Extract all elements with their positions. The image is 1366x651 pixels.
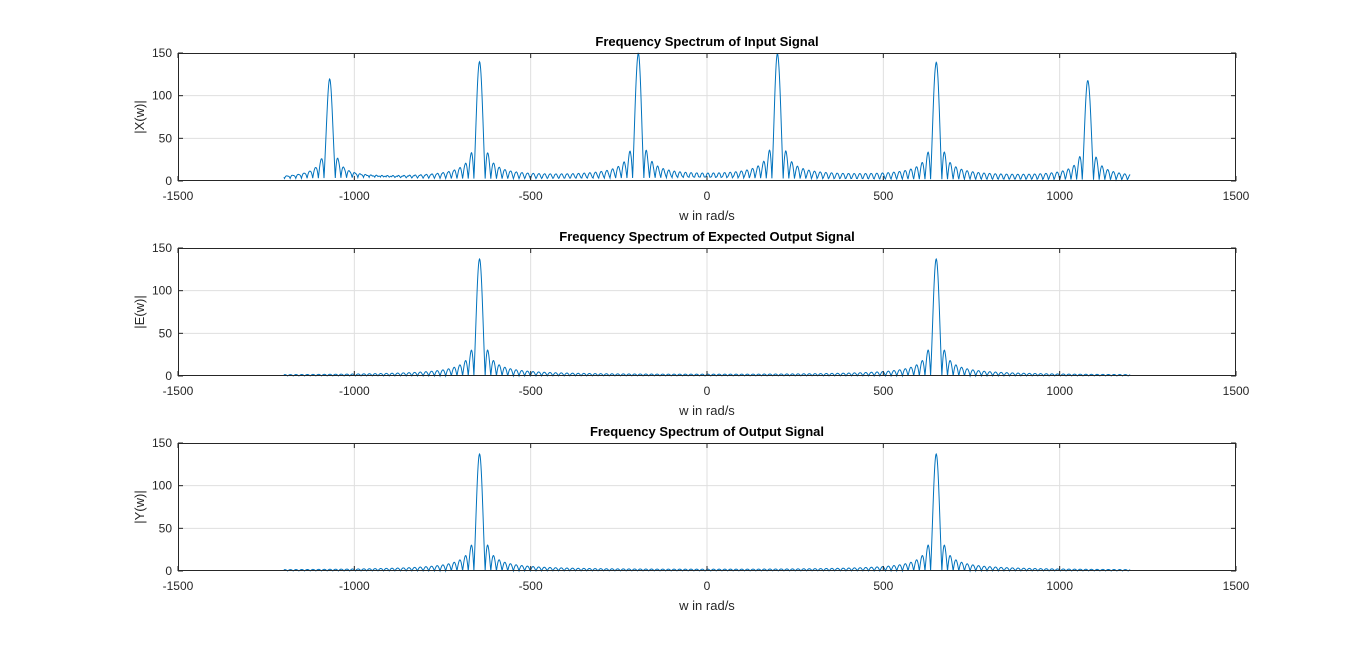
x-axis-label: w in rad/s [678,403,735,418]
x-tick-label: 1500 [1223,384,1250,398]
x-axis-label: w in rad/s [678,208,735,223]
y-tick-label: 50 [159,521,173,535]
y-tick-label: 150 [152,46,172,60]
y-tick-label: 100 [152,89,172,103]
x-tick-label: -1500 [163,189,194,203]
x-tick-label: 500 [873,579,893,593]
y-tick-label: 0 [165,369,172,383]
subplot-2: -1500 -1000 -500 0 500 1000 1500 0 50 100 150 Frequ… [132,229,1250,418]
chart-title: Frequency Spectrum of Output Signal [590,424,824,439]
subplot-3: -1500 -1000 -500 0 500 1000 1500 0 50 100 150 Frequ… [132,424,1250,613]
x-tick-label: 1000 [1046,384,1073,398]
x-tick-label: 0 [704,579,711,593]
x-tick-label: -500 [519,189,543,203]
y-tick-label: 50 [159,131,173,145]
x-tick-label: -1500 [163,384,194,398]
y-tick-label: 150 [152,436,172,450]
y-tick-label: 50 [159,326,173,340]
x-tick-label: 0 [704,384,711,398]
y-tick-label: 0 [165,564,172,578]
x-tick-label: -1500 [163,579,194,593]
y-tick-label: 100 [152,284,172,298]
subplot-1: -1500 -1000 -500 0 500 1000 1500 0 50 100 150 Frequ… [132,34,1250,223]
y-tick-label: 100 [152,479,172,493]
x-tick-label: -500 [519,384,543,398]
chart-title: Frequency Spectrum of Expected Output Si… [559,229,854,244]
chart-title: Frequency Spectrum of Input Signal [595,34,818,49]
x-tick-label: -1000 [339,189,370,203]
x-tick-label: 1500 [1223,579,1250,593]
x-axis-label: w in rad/s [678,598,735,613]
y-axis-label: |Y(w)| [132,490,147,523]
y-axis-label: |E(w)| [132,295,147,328]
spectrum-line [283,52,1131,182]
x-tick-label: 0 [704,189,711,203]
x-tick-label: 1000 [1046,189,1073,203]
x-tick-label: -1000 [339,384,370,398]
x-tick-label: 500 [873,189,893,203]
y-tick-label: 150 [152,241,172,255]
x-tick-label: -500 [519,579,543,593]
x-tick-label: 1000 [1046,579,1073,593]
x-tick-label: 500 [873,384,893,398]
x-tick-label: 1500 [1223,189,1250,203]
y-tick-label: 0 [165,174,172,188]
y-axis-label: |X(w)| [132,100,147,133]
x-tick-label: -1000 [339,579,370,593]
